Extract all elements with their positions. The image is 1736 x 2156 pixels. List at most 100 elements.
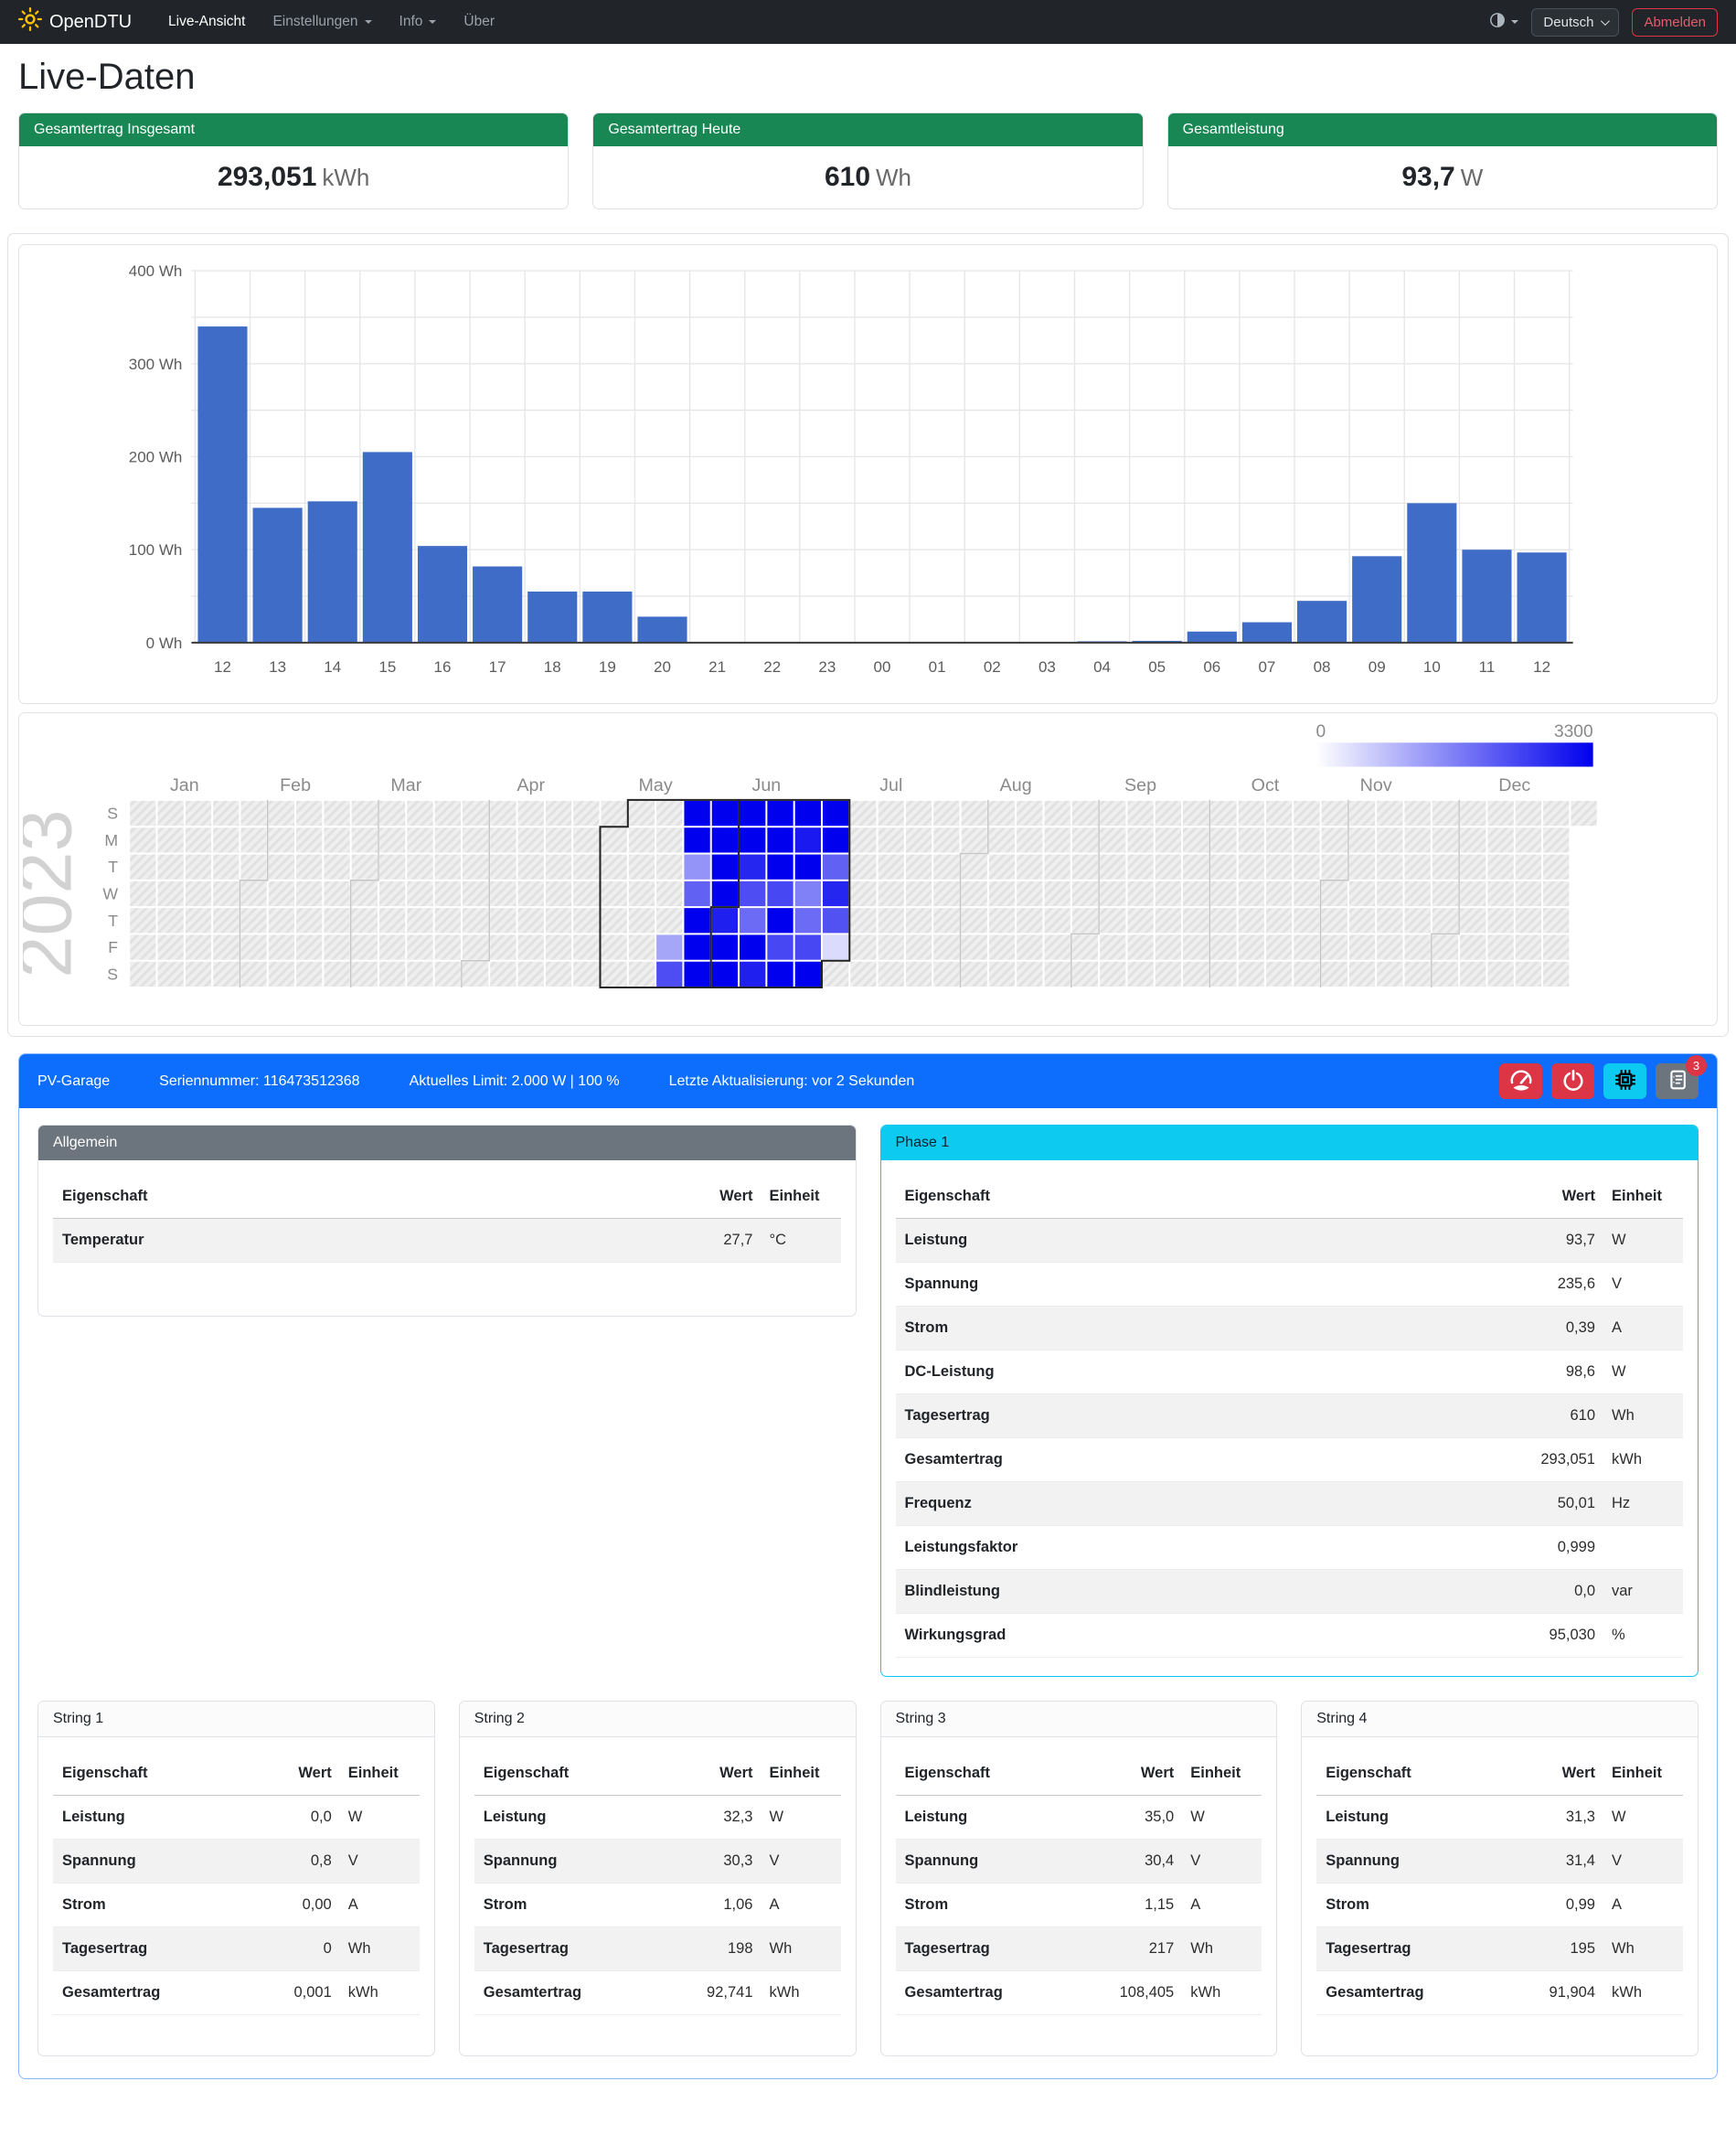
property-label: Tagesertrag bbox=[62, 1940, 148, 1958]
property-value: 95,030 bbox=[1549, 1627, 1595, 1644]
eventlog-button[interactable]: 3 bbox=[1656, 1055, 1707, 1100]
property-value: 32,3 bbox=[723, 1809, 753, 1826]
property-unit: Wh bbox=[347, 1940, 371, 1958]
property-unit: W bbox=[1612, 1809, 1626, 1826]
property-value: 30,3 bbox=[723, 1852, 753, 1870]
gauge-button[interactable] bbox=[1499, 1063, 1542, 1100]
property-unit: kWh bbox=[347, 1984, 378, 2001]
property-value: 98,6 bbox=[1565, 1363, 1595, 1381]
property-value: 0 bbox=[323, 1940, 332, 1958]
notification-badge: 3 bbox=[1686, 1055, 1707, 1077]
svg-text:Aug: Aug bbox=[1000, 775, 1032, 795]
table-row: DC-Leistung 98,6 W bbox=[895, 1350, 1683, 1395]
property-unit: Wh bbox=[1612, 1407, 1635, 1425]
property-value: 50,01 bbox=[1557, 1495, 1595, 1512]
property-unit: Wh bbox=[1612, 1940, 1635, 1958]
page-title: Live-Daten bbox=[18, 57, 196, 97]
property-unit: V bbox=[1612, 1275, 1623, 1293]
inverter-name[interactable]: PV-Garage bbox=[37, 1073, 111, 1089]
nav-links: Live-Ansicht Einstellungen Info Über bbox=[157, 6, 1489, 37]
inverter-strings: String 1 Eigenschaft Wert Einheit Leistung 0,… bbox=[37, 1701, 1699, 2057]
table-header-row: Eigenschaft Wert Einheit bbox=[474, 1752, 841, 1797]
inverter-updated: Letzte Aktualisierung: vor 2 Sekunden bbox=[668, 1073, 915, 1089]
nav-item-einstellungen[interactable]: Einstellungen bbox=[261, 6, 382, 37]
property-value: 31,4 bbox=[1565, 1852, 1595, 1870]
svg-text:09: 09 bbox=[1369, 658, 1386, 676]
property-value: 30,4 bbox=[1145, 1852, 1175, 1870]
property-label: Gesamtertrag bbox=[1326, 1984, 1424, 2001]
section-title: String 4 bbox=[1302, 1702, 1698, 1738]
svg-text:16: 16 bbox=[434, 658, 452, 676]
nav-item-info[interactable]: Info bbox=[389, 6, 448, 37]
property-value: 0,001 bbox=[293, 1984, 332, 2001]
svg-text:21: 21 bbox=[708, 658, 726, 676]
svg-text:T: T bbox=[108, 858, 118, 876]
inverter-header: PV-Garage Seriennummer: 116473512368 Akt… bbox=[19, 1054, 1717, 1109]
svg-text:14: 14 bbox=[324, 658, 341, 676]
table-row: Tagesertrag 0 Wh bbox=[53, 1927, 420, 1972]
property-label: Leistungsfaktor bbox=[904, 1539, 1018, 1556]
property-label: DC-Leistung bbox=[904, 1363, 995, 1381]
theme-half-circle-icon bbox=[1489, 12, 1506, 33]
svg-text:T: T bbox=[108, 912, 118, 930]
sun-logo-icon bbox=[17, 6, 43, 37]
property-label: Leistung bbox=[904, 1809, 968, 1826]
svg-text:Apr: Apr bbox=[517, 775, 545, 795]
svg-text:00: 00 bbox=[874, 658, 891, 676]
table-header-row: Eigenschaft Wert Einheit bbox=[1316, 1752, 1683, 1797]
property-value: 108,405 bbox=[1119, 1984, 1175, 2001]
svg-text:18: 18 bbox=[544, 658, 561, 676]
nav-item-liveansicht[interactable]: Live-Ansicht bbox=[168, 14, 246, 29]
property-label: Wirkungsgrad bbox=[904, 1627, 1006, 1644]
section-card-string-2: String 2 Eigenschaft Wert Einheit Leistung 32… bbox=[458, 1701, 857, 2057]
table-row: Spannung 235,6 V bbox=[895, 1263, 1683, 1307]
chip-button[interactable] bbox=[1603, 1063, 1646, 1100]
yearly-heatmap-chart[interactable]: 2023 0 3300 Jan Feb Mar Apr May Jun Jul Aug Sep Oct N… bbox=[18, 712, 1718, 1027]
property-label: Blindleistung bbox=[904, 1583, 1001, 1600]
power-button[interactable] bbox=[1551, 1063, 1594, 1100]
property-unit: Wh bbox=[769, 1940, 793, 1958]
svg-text:0 Wh: 0 Wh bbox=[146, 635, 183, 652]
property-unit: V bbox=[347, 1852, 358, 1870]
property-value: 198 bbox=[727, 1940, 753, 1958]
property-label: Tagesertrag bbox=[483, 1940, 569, 1958]
svg-text:12: 12 bbox=[1533, 658, 1550, 676]
logout-button[interactable]: Abmelden bbox=[1632, 7, 1718, 37]
section-title: String 1 bbox=[38, 1702, 434, 1738]
property-unit: °C bbox=[769, 1232, 787, 1249]
table-row: Strom 1,15 A bbox=[895, 1884, 1262, 1928]
top-navbar: OpenDTU Live-Ansicht Einstellungen Info Übe… bbox=[0, 0, 1736, 44]
svg-text:12: 12 bbox=[214, 658, 231, 676]
svg-text:200 Wh: 200 Wh bbox=[129, 448, 183, 465]
table-row: Strom 1,06 A bbox=[474, 1884, 841, 1928]
summary-card-value: 293,051 bbox=[217, 162, 317, 192]
nav-item-ber[interactable]: Über bbox=[463, 14, 495, 29]
table-row: Leistung 93,7 W bbox=[895, 1219, 1683, 1264]
hourly-yield-chart[interactable]: 0 Wh 100 Wh 200 Wh 300 Wh 400 Wh 12 13 14 15 16 17… bbox=[18, 244, 1718, 705]
language-select[interactable]: Deutsch bbox=[1531, 7, 1620, 37]
svg-text:S: S bbox=[107, 965, 118, 983]
property-label: Strom bbox=[483, 1896, 527, 1914]
brand[interactable]: OpenDTU bbox=[17, 6, 132, 37]
table-row: Spannung 30,3 V bbox=[474, 1840, 841, 1884]
property-value: 610 bbox=[1570, 1407, 1595, 1425]
summary-card-value: 93,7 bbox=[1401, 162, 1455, 192]
section-title: String 3 bbox=[880, 1702, 1277, 1738]
property-label: Strom bbox=[1326, 1896, 1369, 1914]
theme-toggle[interactable] bbox=[1489, 12, 1519, 33]
table-row: Leistungsfaktor 0,999 bbox=[895, 1526, 1683, 1571]
table-row: Strom 0,39 A bbox=[895, 1307, 1683, 1351]
table-row: Gesamtertrag 91,904 kWh bbox=[1316, 1971, 1683, 2016]
property-unit: A bbox=[1190, 1896, 1201, 1914]
svg-text:17: 17 bbox=[489, 658, 506, 676]
property-label: Frequenz bbox=[904, 1495, 972, 1512]
property-value: 0,99 bbox=[1565, 1896, 1595, 1914]
property-label: Strom bbox=[62, 1896, 106, 1914]
property-unit: % bbox=[1612, 1627, 1625, 1644]
property-value: 0,00 bbox=[302, 1896, 332, 1914]
svg-text:400 Wh: 400 Wh bbox=[129, 262, 183, 280]
chevron-down-icon bbox=[364, 20, 372, 24]
svg-text:02: 02 bbox=[984, 658, 1001, 676]
property-label: Spannung bbox=[1326, 1852, 1400, 1870]
property-label: Gesamtertrag bbox=[483, 1984, 582, 2001]
